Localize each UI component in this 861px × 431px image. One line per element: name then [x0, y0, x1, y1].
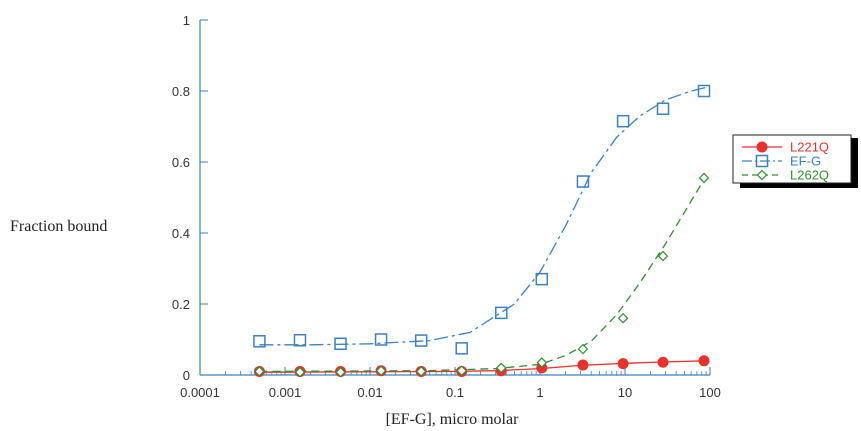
data-point-ef-g: [535, 272, 549, 286]
y-axis-title: Fraction bound: [10, 218, 107, 235]
data-point-l262q: [536, 357, 548, 368]
data-point-l262q: [577, 343, 589, 355]
legend-label-l221q: L221Q: [790, 140, 829, 155]
legend-marker-ef-g: [755, 154, 769, 168]
data-point-l262q: [415, 366, 427, 377]
data-point-l262q: [617, 312, 629, 324]
y-tick-label: 0.2: [172, 297, 190, 312]
data-point-l262q: [456, 365, 468, 377]
data-point-l262q: [375, 365, 387, 377]
data-point-l262q: [657, 250, 669, 262]
fit-curves: [259, 86, 707, 373]
legend-marker-l262q: [756, 169, 768, 181]
data-point-ef-g: [293, 333, 307, 347]
legend-label-l262q: L262Q: [790, 168, 829, 183]
fit-line-ef-g: [259, 86, 707, 346]
data-point-l221q: [577, 359, 589, 371]
data-point-l262q: [254, 366, 265, 377]
data-point-l262q: [495, 362, 507, 374]
data-point-ef-g: [374, 333, 388, 346]
y-tick-label: 0: [183, 368, 190, 383]
x-tick-label: 0.0001: [180, 385, 220, 400]
data-point-l262q: [335, 366, 346, 378]
data-point-l221q: [617, 358, 629, 370]
x-axis-title: [EF-G], micro molar: [386, 411, 520, 428]
data-point-ef-g: [656, 102, 670, 115]
x-tick-label: 100: [699, 385, 721, 400]
legend-marker-l221q: [756, 141, 768, 153]
data-point-ef-g: [697, 84, 711, 98]
data-point-ef-g: [616, 114, 630, 128]
x-tick-label: 0.01: [357, 385, 382, 400]
data-point-ef-g: [494, 306, 508, 320]
axes: 0 0.2 0.4 0.6 0.8 1 0.0001 0.001 0.01 0.1 1 10 100: [172, 13, 721, 400]
y-tick-label: 1: [183, 13, 190, 28]
data-point-l262q: [294, 366, 306, 378]
data-point-ef-g: [455, 342, 468, 355]
y-tick-label: 0.6: [172, 155, 190, 170]
y-tick-label: 0.4: [172, 226, 190, 241]
x-tick-label: 0.001: [269, 385, 302, 400]
data-points: [253, 84, 711, 378]
data-point-ef-g: [576, 175, 590, 188]
data-point-ef-g: [414, 334, 428, 347]
x-tick-label: 1: [536, 385, 543, 400]
legend-label-ef-g: EF-G: [790, 154, 821, 169]
data-point-ef-g: [334, 337, 347, 351]
data-point-l262q: [698, 172, 710, 184]
data-point-l221q: [698, 355, 710, 367]
y-tick-label: 0.8: [172, 84, 190, 99]
fit-line-l262q: [259, 175, 707, 373]
x-tick-label: 10: [618, 385, 632, 400]
data-point-l221q: [657, 356, 669, 368]
data-point-ef-g: [253, 335, 266, 348]
x-tick-label: 0.1: [446, 385, 464, 400]
